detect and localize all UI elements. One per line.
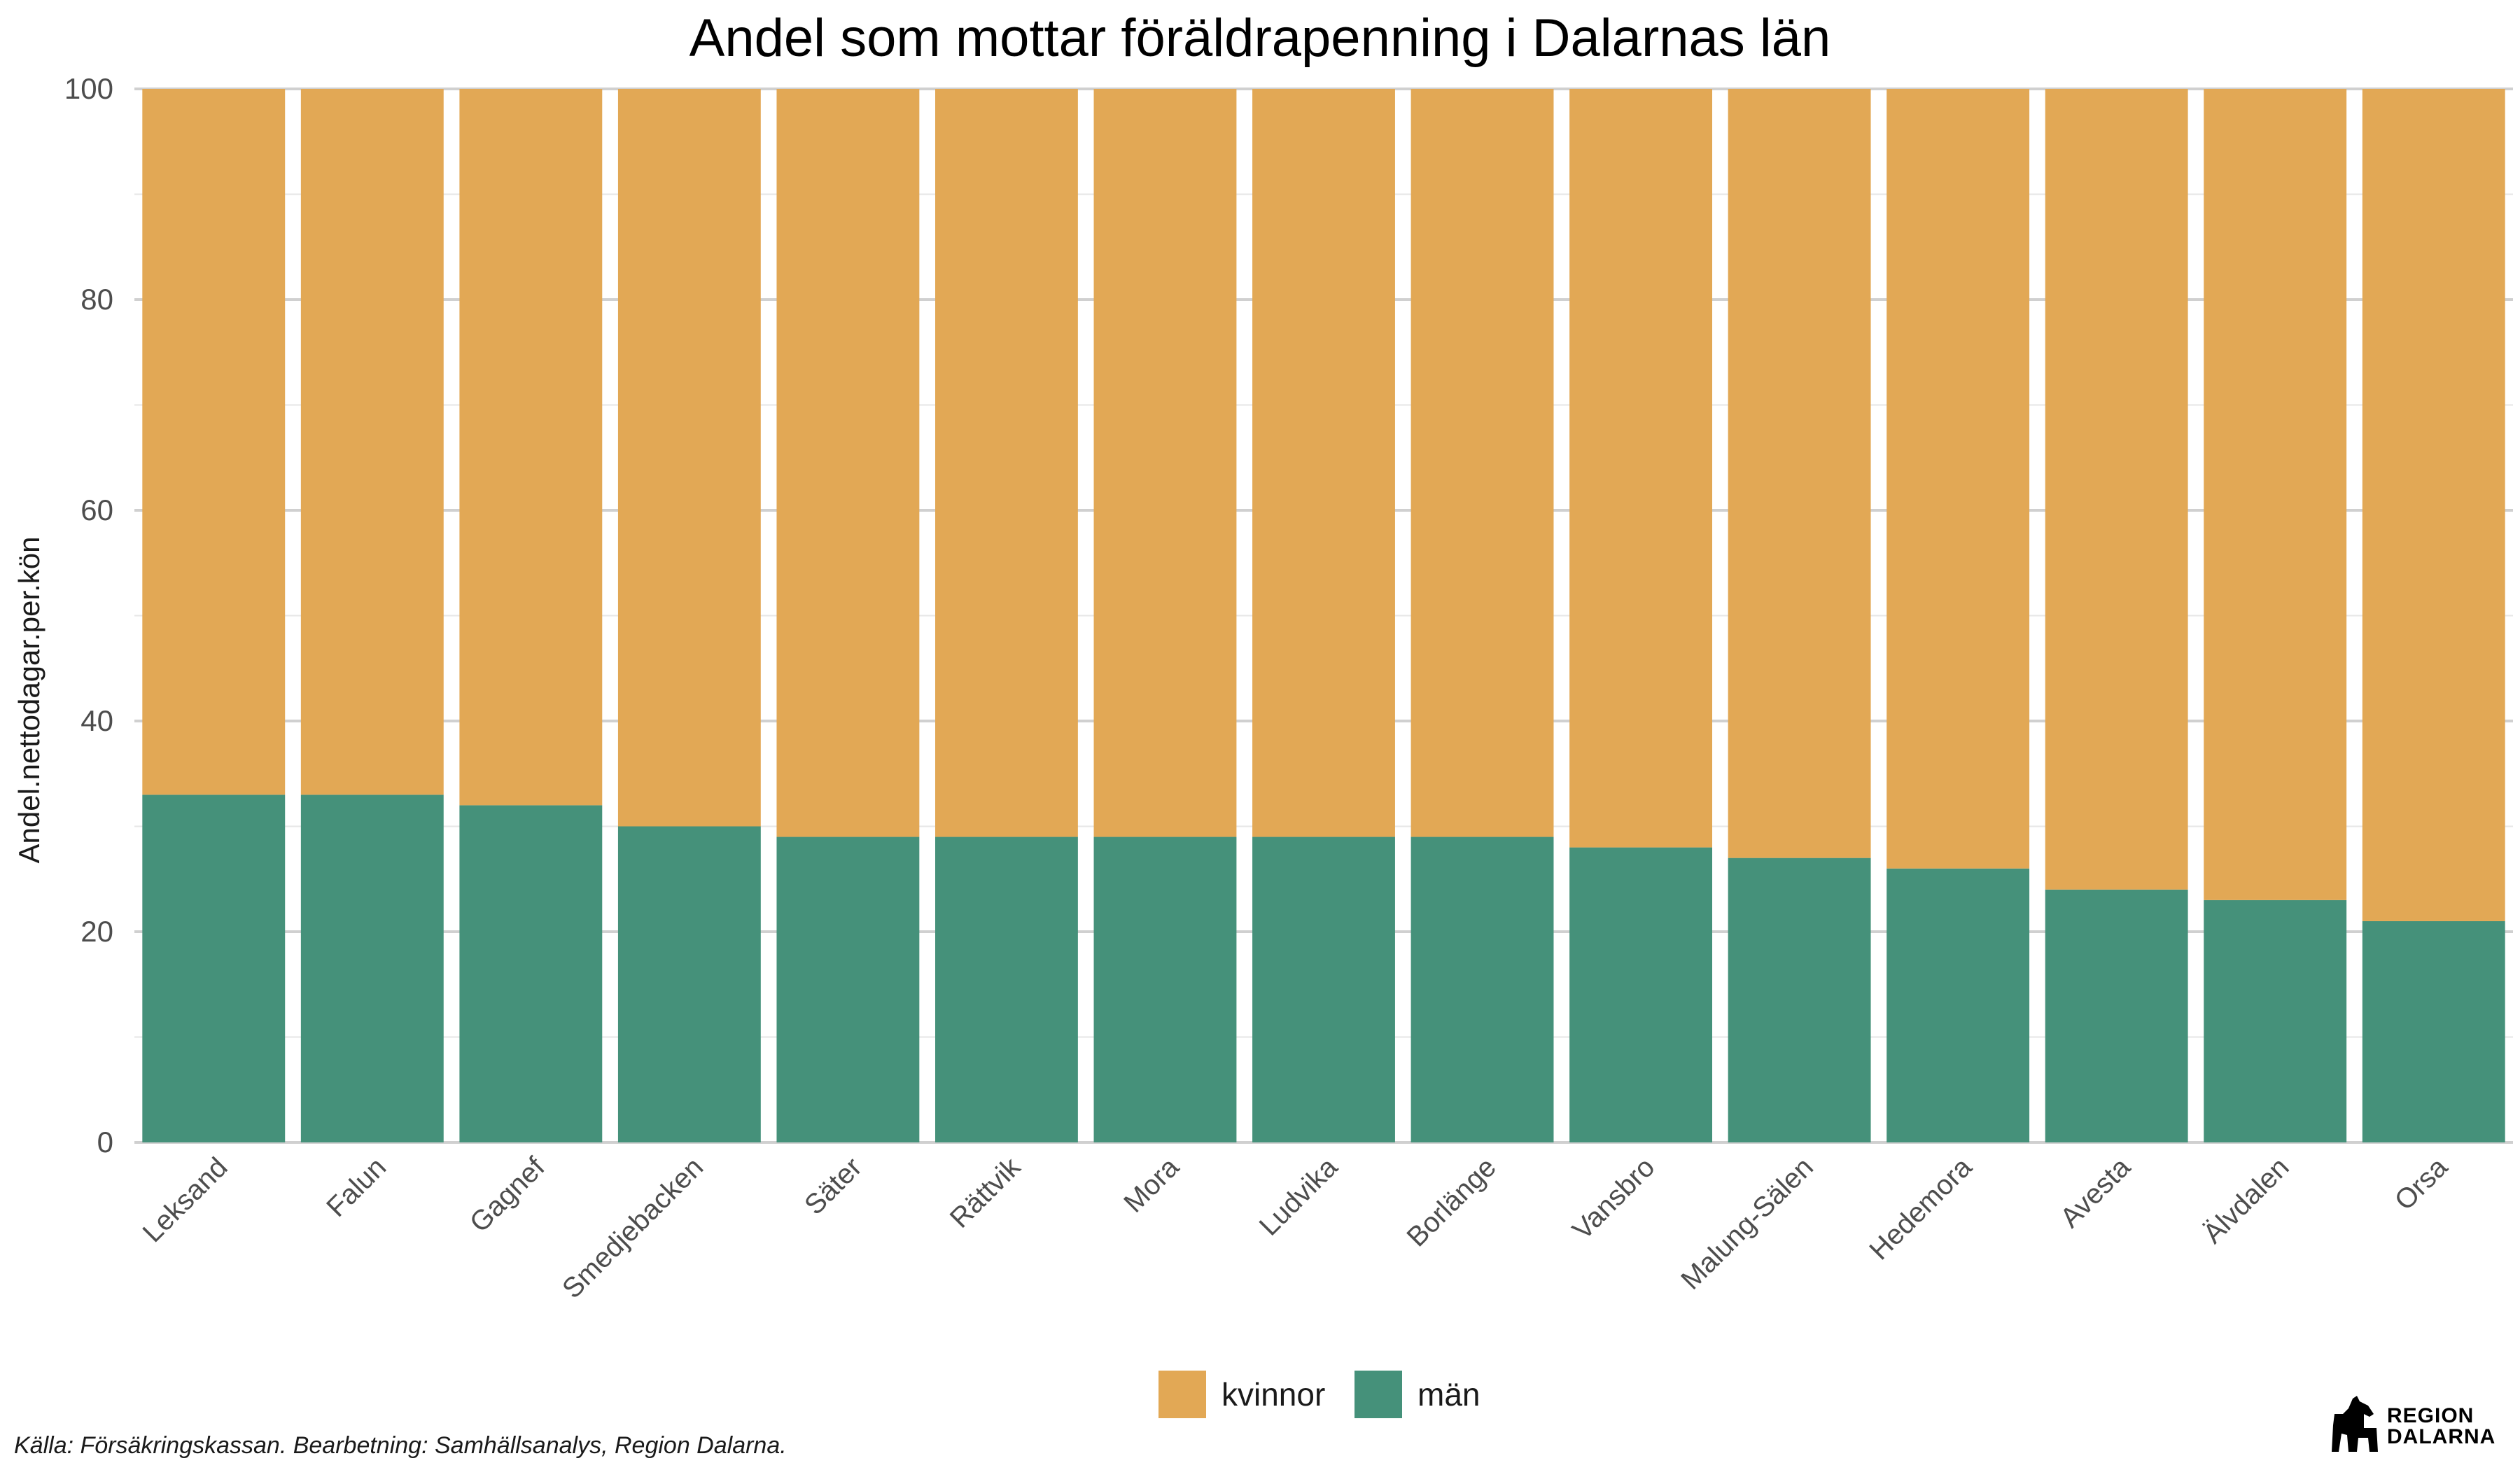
legend-label-män: män xyxy=(1418,1376,1480,1413)
bar-kvinnor xyxy=(1569,89,1713,848)
bar-kvinnor xyxy=(300,89,444,795)
bar-män xyxy=(1093,836,1237,1142)
bars xyxy=(142,89,2505,1142)
bar-män xyxy=(1569,847,1713,1142)
bar-kvinnor xyxy=(2045,89,2188,890)
legend: kvinnor män xyxy=(1158,1371,1480,1418)
x-tick-label: Leksand xyxy=(137,1152,234,1248)
x-tick-label: Säter xyxy=(799,1152,868,1221)
bar-män xyxy=(2045,889,2188,1142)
legend-swatch-kvinnor xyxy=(1158,1371,1206,1418)
bar-kvinnor xyxy=(1252,89,1395,837)
y-tick-label: 80 xyxy=(80,283,113,316)
logo-text: REGION DALARNA xyxy=(2387,1406,2496,1448)
x-tick-label: Orsa xyxy=(2389,1152,2454,1217)
bar-kvinnor xyxy=(2362,89,2505,921)
y-tick-label: 60 xyxy=(80,493,113,526)
bar-män xyxy=(2362,920,2505,1142)
bar-kvinnor xyxy=(459,89,603,806)
x-tick-label: Hedemora xyxy=(1863,1152,1978,1266)
bar-män xyxy=(459,805,603,1142)
region-dalarna-logo: REGION DALARNA xyxy=(2328,1393,2510,1456)
logo-line-1: REGION xyxy=(2387,1404,2474,1427)
bar-män xyxy=(300,794,444,1142)
bar-män xyxy=(2204,899,2347,1142)
x-tick-label: Falun xyxy=(321,1152,392,1223)
y-axis-label: Andel.nettodagar.per.kön xyxy=(13,536,46,863)
bar-kvinnor xyxy=(934,89,1078,837)
y-tick-label: 40 xyxy=(80,704,113,737)
bar-kvinnor xyxy=(1886,89,2030,869)
x-tick-label: Gagnef xyxy=(464,1152,552,1239)
bar-män xyxy=(934,836,1078,1142)
x-tick-label: Mora xyxy=(1118,1152,1185,1219)
logo-line-2: DALARNA xyxy=(2387,1425,2496,1448)
bar-kvinnor xyxy=(1728,89,1871,858)
bar-kvinnor xyxy=(617,89,761,827)
x-tick-label: Rättvik xyxy=(944,1152,1027,1234)
bar-män xyxy=(142,794,286,1142)
legend-label-kvinnor: kvinnor xyxy=(1222,1376,1325,1413)
legend-swatch-män xyxy=(1354,1371,1402,1418)
bar-män xyxy=(1252,836,1395,1142)
bar-män xyxy=(617,826,761,1142)
bar-kvinnor xyxy=(2204,89,2347,900)
bar-kvinnor xyxy=(142,89,286,795)
x-tick-label: Ludvika xyxy=(1254,1152,1344,1242)
x-tick-label: Vansbro xyxy=(1567,1152,1660,1245)
bar-män xyxy=(1728,858,1871,1142)
x-tick-label: Avesta xyxy=(2054,1152,2137,1234)
bar-män xyxy=(1886,868,2030,1142)
bar-kvinnor xyxy=(1410,89,1554,837)
bar-kvinnor xyxy=(776,89,920,837)
bar-män xyxy=(1410,836,1554,1142)
chart-title: Andel som mottar föräldrapenning i Dalar… xyxy=(690,8,1831,68)
x-tick-label: Borlänge xyxy=(1401,1152,1502,1252)
x-axis-ticks: Leksand Falun Gagnef Smedjebacken Säter Rättv… xyxy=(137,1152,2454,1305)
y-tick-label: 100 xyxy=(64,72,113,105)
x-tick-label: Malung-Sälen xyxy=(1675,1152,1819,1296)
source-caption: Källa: Försäkringskassan. Bearbetning: S… xyxy=(14,1432,787,1459)
y-axis-ticks: 0 20 40 60 80 100 xyxy=(64,72,113,1158)
bar-män xyxy=(776,836,920,1142)
y-tick-label: 20 xyxy=(80,915,113,948)
bar-kvinnor xyxy=(1093,89,1237,837)
dalahorse-icon xyxy=(2332,1396,2378,1452)
x-tick-label: Smedjebacken xyxy=(556,1152,709,1304)
x-tick-label: Älvdalen xyxy=(2197,1152,2295,1250)
y-tick-label: 0 xyxy=(97,1126,113,1158)
